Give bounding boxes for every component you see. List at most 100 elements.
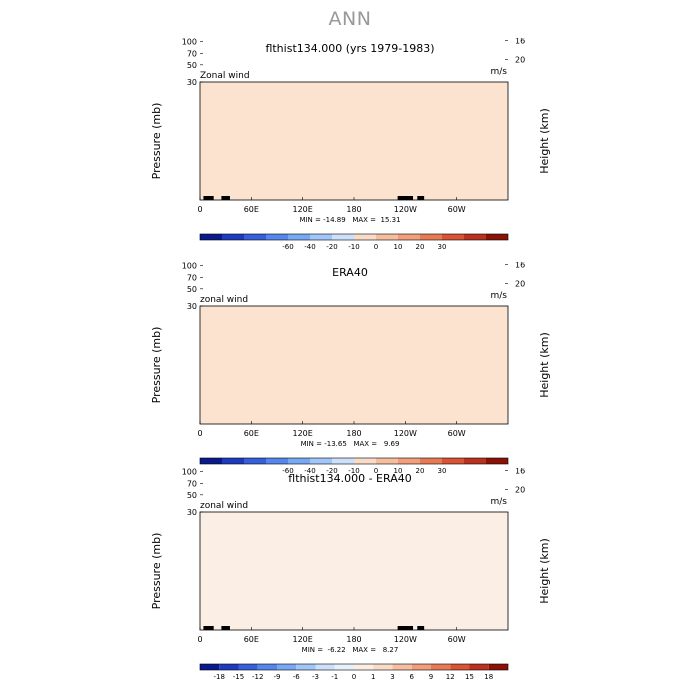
min-max-stats: MIN = -6.22 MAX = 8.27	[302, 646, 399, 654]
terrain-block	[203, 626, 214, 630]
colorbar-level-label: 30	[438, 467, 447, 475]
colorbar-swatch	[420, 458, 442, 464]
colorbar-swatch	[200, 458, 222, 464]
contour-region	[446, 38, 497, 45]
min-max-stats: MIN = -13.65 MAX = 9.69	[301, 440, 400, 448]
lon-tick-label: 60E	[244, 429, 259, 438]
colorbar-swatch	[200, 234, 222, 240]
height-tick-label: 20	[515, 56, 525, 65]
chart-panel-model: flthist134.000 (yrs 1979-1983) Zonal wind…	[150, 38, 551, 251]
contour-region	[446, 262, 497, 268]
pressure-tick-label: 50	[187, 491, 197, 500]
lon-tick-label: 60W	[448, 205, 466, 214]
colorbar-swatch	[315, 664, 335, 670]
lon-tick-label: 60W	[448, 635, 466, 644]
colorbar-level-label: -12	[252, 673, 263, 681]
contour-region	[351, 262, 406, 265]
colorbar-level-label: -60	[282, 243, 293, 251]
colorbar-swatch	[244, 458, 266, 464]
colorbar-swatch	[332, 458, 354, 464]
contour-region	[230, 262, 333, 269]
colorbar-level-label: 0	[352, 673, 356, 681]
pressure-tick-label: 100	[182, 262, 197, 270]
colorbar-level-label: 20	[416, 243, 425, 251]
colorbar-swatch	[222, 234, 244, 240]
plot-field	[200, 262, 508, 424]
colorbar-level-label: -10	[348, 243, 359, 251]
plot-field	[200, 38, 508, 200]
colorbar-swatch	[373, 664, 393, 670]
height-tick-label: 20	[515, 486, 525, 495]
colorbar-level-label: -40	[304, 467, 315, 475]
units-label: m/s	[491, 67, 508, 77]
colorbar-swatch	[398, 234, 420, 240]
variable-label: zonal wind	[200, 501, 248, 511]
chart-title: ERA40	[332, 266, 368, 279]
pressure-tick-label: 50	[187, 61, 197, 70]
y-axis-label-right: Height (km)	[538, 538, 551, 604]
pressure-tick-label: 70	[187, 49, 197, 58]
colorbar-swatch	[411, 664, 431, 670]
units-label: m/s	[491, 291, 508, 301]
lon-tick-label: 180	[346, 429, 361, 438]
colorbar-swatch	[310, 458, 332, 464]
terrain-block	[221, 626, 230, 630]
colorbar-frame	[199, 457, 509, 465]
colorbar-swatch	[442, 458, 464, 464]
colorbar-swatch	[238, 664, 258, 670]
colorbar-swatch	[354, 458, 376, 464]
lon-tick-label: 120E	[293, 429, 313, 438]
lon-tick-label: 180	[346, 635, 361, 644]
y-axis-label-right: Height (km)	[538, 332, 551, 398]
lon-tick-label: 60E	[244, 635, 259, 644]
colorbar-level-label: 1	[371, 673, 375, 681]
units-label: m/s	[491, 497, 508, 507]
colorbar-level-label: 10	[394, 243, 403, 251]
pressure-tick-label: 30	[187, 302, 197, 311]
colorbar-level-label: 3	[390, 673, 394, 681]
lon-tick-label: 120E	[293, 205, 313, 214]
height-tick-label: 16	[515, 38, 525, 45]
colorbar-swatch	[486, 234, 508, 240]
contour-region	[251, 262, 302, 263]
chart-title: flthist134.000 - ERA40	[288, 472, 411, 485]
colorbar-level-label: -60	[282, 467, 293, 475]
colorbar-swatch	[464, 458, 486, 464]
terrain-block	[221, 196, 230, 200]
colorbar-swatch	[257, 664, 277, 670]
colorbar-swatch	[288, 234, 310, 240]
colorbar-level-label: 20	[416, 467, 425, 475]
colorbar-level-label: -18	[214, 673, 225, 681]
colorbar-level-label: 6	[410, 673, 415, 681]
variable-label: zonal wind	[200, 295, 248, 305]
colorbar-swatch	[334, 664, 354, 670]
pressure-tick-label: 50	[187, 285, 197, 294]
colorbar-level-label: -15	[233, 673, 244, 681]
pressure-tick-label: 70	[187, 479, 197, 488]
colorbar-level-label: 9	[429, 673, 433, 681]
field-background	[200, 82, 508, 200]
colorbar-swatch	[310, 234, 332, 240]
height-tick-label: 16	[515, 468, 525, 475]
plot-field	[200, 512, 508, 630]
colorbar-swatch	[288, 458, 310, 464]
height-tick-label: 20	[515, 280, 525, 289]
lon-tick-label: 0	[197, 205, 202, 214]
pressure-tick-label: 30	[187, 508, 197, 517]
colorbar-swatch	[219, 664, 239, 670]
pressure-tick-label: 100	[182, 38, 197, 46]
lon-tick-label: 60E	[244, 205, 259, 214]
terrain-block	[203, 196, 214, 200]
colorbar-level-label: 12	[446, 673, 455, 681]
colorbar-swatch	[244, 234, 266, 240]
colorbar-swatch	[464, 234, 486, 240]
colorbar-level-label: 15	[465, 673, 474, 681]
lon-tick-label: 0	[197, 429, 202, 438]
colorbar-swatch	[200, 664, 220, 670]
y-axis-label-left: Pressure (mb)	[150, 533, 163, 610]
y-axis-label-left: Pressure (mb)	[150, 103, 163, 180]
colorbar-swatch	[420, 234, 442, 240]
colorbar-level-label: -40	[304, 243, 315, 251]
